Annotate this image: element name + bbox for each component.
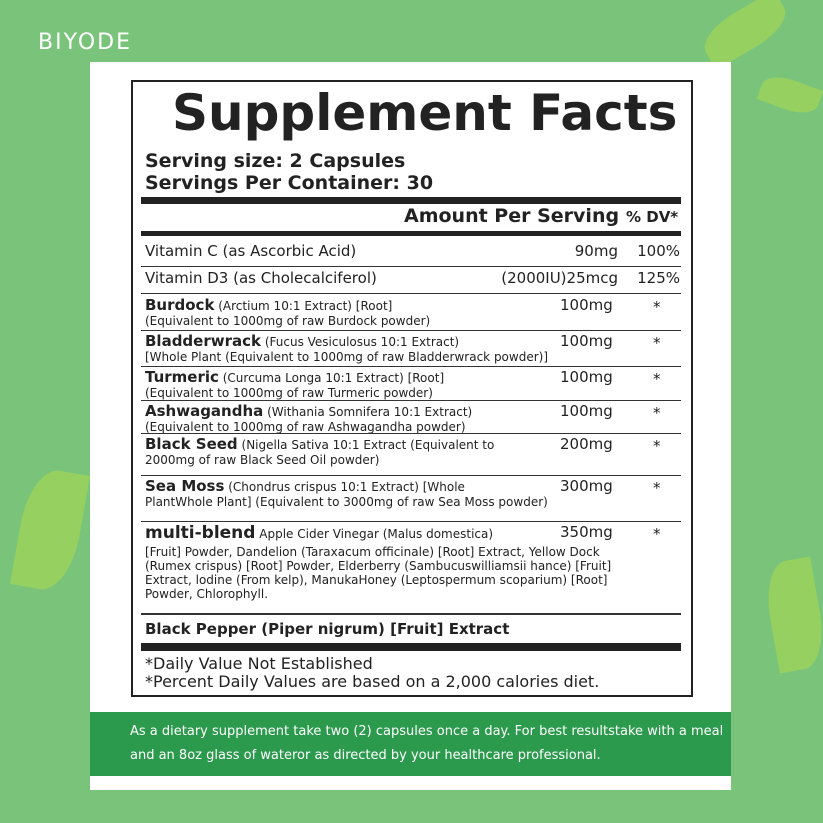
ingredient-detail: (Curcuma Longa 10:1 Extract) [Root]	[222, 371, 445, 385]
footer-band	[90, 712, 731, 776]
amount: 100mg	[560, 296, 613, 314]
ingredient-detail: [Fruit] Powder, Dandelion (Taraxacum off…	[145, 545, 600, 559]
ingredient-line: Ashwagandha (Withania Somnifera 10:1 Ext…	[145, 402, 472, 420]
rule	[141, 400, 681, 401]
thick-rule	[141, 197, 681, 204]
rule	[141, 366, 681, 367]
ingredient-name: Sea Moss	[145, 477, 225, 495]
ingredient-detail: (Nigella Sativa 10:1 Extract (Equivalent…	[241, 438, 495, 452]
footer-text: and an 8oz glass of wateror as directed …	[130, 748, 601, 763]
ingredient-line: multi-blend Apple Cider Vinegar (Malus d…	[145, 523, 493, 543]
ingredient-detail: 2000mg of raw Black Seed Oil powder)	[145, 453, 380, 467]
ingredient-line: Black Seed (Nigella Sativa 10:1 Extract …	[145, 435, 494, 453]
dv: *	[653, 334, 661, 352]
ingredient-detail: [Whole Plant (Equivalent to 1000mg of ra…	[145, 350, 549, 364]
amount-header: Amount Per Serving	[404, 205, 620, 227]
brand: BIYODE	[38, 30, 132, 55]
facts-box	[131, 80, 693, 697]
rule	[141, 521, 681, 522]
amount: 90mg	[574, 242, 618, 260]
dv: *	[653, 525, 661, 543]
ingredient-detail: Apple Cider Vinegar (Malus domestica)	[259, 527, 494, 541]
ingredient-detail: PlantWhole Plant] (Equivalent to 3000mg …	[145, 495, 548, 509]
ingredient-line: Burdock (Arctium 10:1 Extract) [Root]	[145, 296, 392, 314]
thick-rule	[141, 231, 681, 236]
ingredient-detail: (Rumex crispus) [Root] Powder, Elderberr…	[145, 559, 612, 573]
title: Supplement Facts	[172, 84, 678, 142]
ingredient-line: Sea Moss (Chondrus crispus 10:1 Extract)…	[145, 477, 465, 495]
amount: 200mg	[560, 435, 613, 453]
ingredient-line: Turmeric (Curcuma Longa 10:1 Extract) [R…	[145, 368, 444, 386]
footer-text: As a dietary supplement take two (2) cap…	[130, 724, 724, 739]
ingredient-detail: Extract, lodine (From kelp), ManukaHoney…	[145, 573, 608, 587]
ingredient-name: Turmeric	[145, 368, 219, 386]
dv: *	[653, 479, 661, 497]
dv: *	[653, 370, 661, 388]
ingredient-name: multi-blend	[145, 523, 256, 543]
rule	[141, 475, 681, 476]
dv: *	[653, 404, 661, 422]
leaf	[696, 0, 794, 70]
ingredient-detail: (Chondrus crispus 10:1 Extract) [Whole	[228, 480, 465, 494]
footnote: *Percent Daily Values are based on a 2,0…	[145, 672, 600, 691]
dv: 125%	[637, 269, 680, 287]
ingredient-line: Bladderwrack (Fucus Vesiculosus 10:1 Ext…	[145, 332, 459, 350]
amount: 100mg	[560, 402, 613, 420]
black-pepper: Black Pepper (Piper nigrum) [Fruit] Extr…	[145, 620, 510, 638]
amount: (2000IU)25mcg	[501, 269, 618, 287]
ingredient-detail: (Arctium 10:1 Extract) [Root]	[218, 299, 393, 313]
vitamin-name: Vitamin C (as Ascorbic Acid)	[145, 242, 357, 260]
serving-size: Serving size: 2 Capsules	[145, 150, 406, 172]
amount: 350mg	[560, 523, 613, 541]
ingredient-detail: (Fucus Vesiculosus 10:1 Extract)	[264, 335, 460, 349]
amount: 300mg	[560, 477, 613, 495]
rule	[141, 613, 681, 615]
leaf	[10, 465, 90, 595]
dv-header: % DV*	[626, 208, 679, 226]
ingredient-name: Bladderwrack	[145, 332, 261, 350]
thick-rule	[141, 643, 681, 651]
ingredient-name: Burdock	[145, 296, 215, 314]
ingredient-name: Ashwagandha	[145, 402, 264, 420]
ingredient-detail: (Withania Somnifera 10:1 Extract)	[267, 405, 473, 419]
ingredient-detail: (Equivalent to 1000mg of raw Burdock pow…	[145, 314, 431, 328]
dv: *	[653, 298, 661, 316]
ingredient-detail: (Equivalent to 1000mg of raw Ashwagandha…	[145, 420, 466, 434]
rule	[141, 330, 681, 331]
rule	[141, 266, 681, 267]
vitamin-name: Vitamin D3 (as Cholecalciferol)	[145, 269, 377, 287]
ingredient-detail: (Equivalent to 1000mg of raw Turmeric po…	[145, 386, 433, 400]
ingredient-detail: Powder, Chlorophyll.	[145, 587, 269, 601]
amount: 100mg	[560, 368, 613, 386]
amount: 100mg	[560, 332, 613, 350]
card	[90, 62, 731, 790]
rule	[141, 293, 681, 294]
dv: *	[653, 437, 661, 455]
ingredient-name: Black Seed	[145, 435, 238, 453]
rule	[141, 433, 681, 434]
servings-per-container: Servings Per Container: 30	[145, 172, 434, 194]
footnote: *Daily Value Not Established	[145, 654, 373, 673]
leaf	[760, 556, 823, 674]
dv: 100%	[637, 242, 680, 260]
leaf	[756, 70, 823, 120]
